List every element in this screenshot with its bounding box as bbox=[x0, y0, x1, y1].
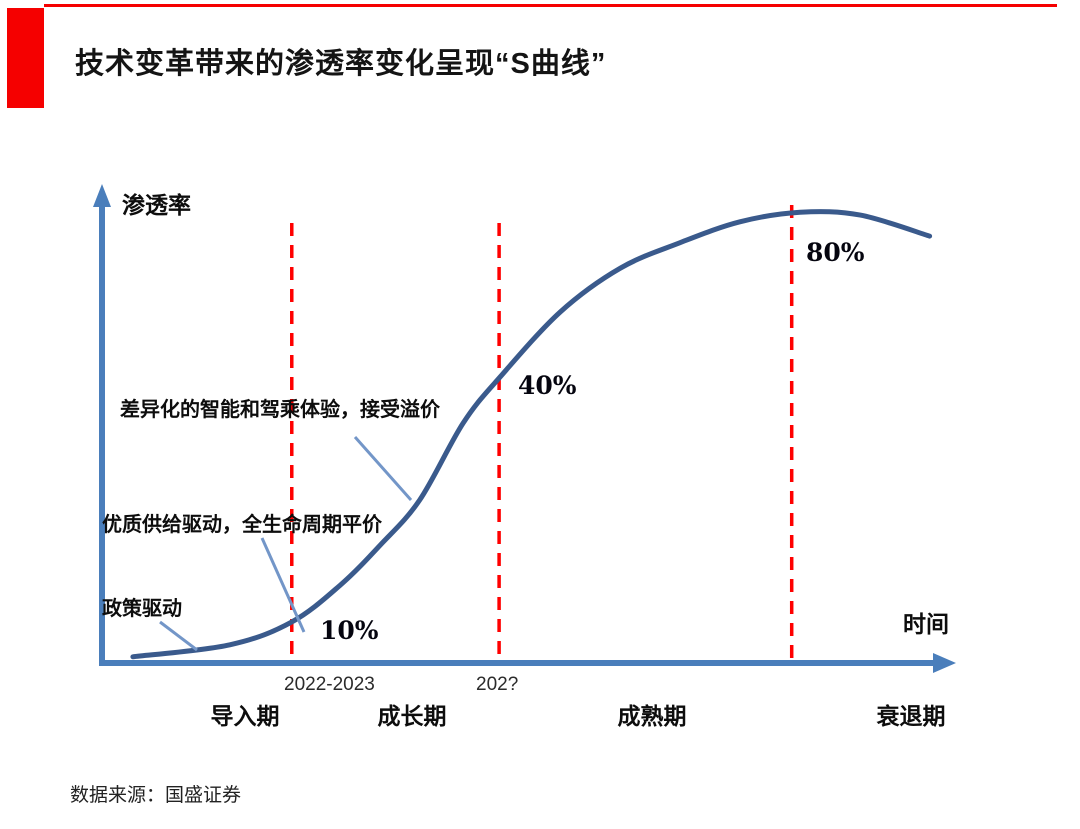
leader-line-policy bbox=[159, 620, 198, 652]
annotation-differentiated-experience: 差异化的智能和驾乘体验，接受溢价 bbox=[120, 399, 440, 421]
milestone-value-40pct: 40% bbox=[518, 371, 577, 400]
x-axis-arrowhead-icon bbox=[933, 653, 956, 673]
stage-label-introduction: 导入期 bbox=[210, 704, 280, 729]
time-label-202x: 202? bbox=[476, 674, 519, 695]
leader-line-experience bbox=[353, 436, 413, 501]
milestone-value-80pct: 80% bbox=[806, 238, 865, 267]
s-curve-line bbox=[130, 209, 933, 660]
annotation-quality-supply: 优质供给驱动，全生命周期平价 bbox=[102, 514, 382, 536]
data-source-note: 数据来源：国盛证券 bbox=[70, 785, 242, 806]
red-accent-block bbox=[7, 8, 44, 108]
top-divider-rule bbox=[44, 4, 1057, 7]
milestone-value-10pct: 10% bbox=[320, 616, 379, 645]
stage-label-maturity: 成熟期 bbox=[617, 704, 687, 729]
leader-line-supply bbox=[260, 537, 306, 633]
time-label-2022-2023: 2022-2023 bbox=[284, 674, 375, 695]
y-axis-label: 渗透率 bbox=[122, 193, 191, 218]
stage-label-growth: 成长期 bbox=[377, 704, 447, 729]
x-axis-label: 时间 bbox=[903, 612, 949, 637]
page-title: 技术变革带来的渗透率变化呈现“S曲线” bbox=[75, 48, 607, 80]
annotation-policy-driven: 政策驱动 bbox=[102, 598, 182, 620]
stage-label-decline: 衰退期 bbox=[876, 704, 946, 729]
y-axis-arrowhead-icon bbox=[93, 184, 111, 207]
